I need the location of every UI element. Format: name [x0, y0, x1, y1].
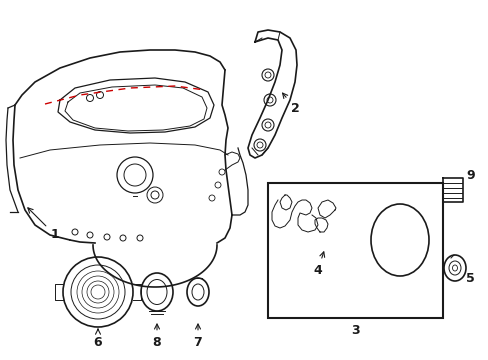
- Text: 9: 9: [466, 168, 474, 181]
- Text: 7: 7: [193, 324, 202, 348]
- Text: 1: 1: [28, 208, 59, 242]
- Bar: [267, 183, 442, 318]
- Text: 2: 2: [282, 93, 299, 114]
- Text: 3: 3: [350, 324, 359, 337]
- Text: 5: 5: [465, 271, 473, 284]
- Text: 6: 6: [94, 329, 102, 348]
- Text: 4: 4: [313, 252, 324, 276]
- Text: 8: 8: [152, 324, 161, 348]
